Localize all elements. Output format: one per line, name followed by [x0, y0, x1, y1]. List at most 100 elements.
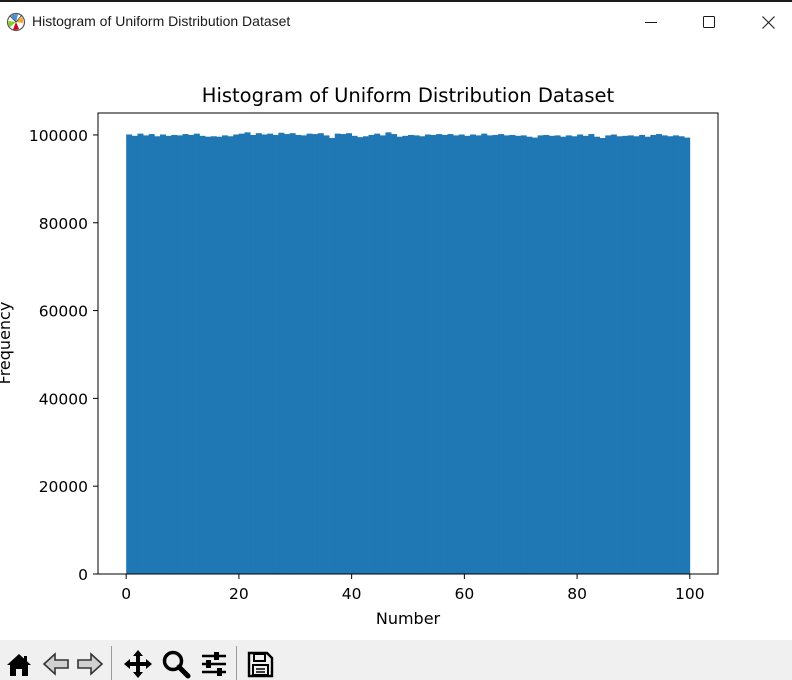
- histogram-bar: [577, 134, 584, 574]
- histogram-bar: [554, 135, 561, 574]
- histogram-bar: [317, 133, 324, 574]
- histogram-bar: [486, 135, 493, 574]
- histogram-bar: [453, 135, 460, 574]
- histogram-bar: [379, 135, 386, 574]
- histogram-bar: [560, 136, 567, 574]
- minimize-icon: [645, 22, 657, 23]
- histogram-bar: [571, 136, 578, 574]
- back-arrow-icon: [42, 652, 69, 676]
- figure-canvas: 0 20 40 60 80 100 0 20000 40000 60000 80000 100000…: [0, 40, 792, 640]
- pan-move-icon: [124, 650, 152, 678]
- histogram-bar: [610, 134, 617, 574]
- histogram-bar: [408, 134, 414, 574]
- histogram-bar: [396, 136, 403, 574]
- histogram-bar: [284, 134, 290, 574]
- histogram-bar: [605, 135, 612, 574]
- maximize-button[interactable]: [686, 4, 732, 40]
- zoom-button[interactable]: [159, 648, 193, 680]
- histogram-bar: [447, 134, 454, 574]
- histogram-bar: [385, 132, 392, 574]
- histogram-bar: [306, 133, 313, 574]
- histogram-bar: [329, 138, 336, 574]
- toolbar-separator: [236, 646, 237, 680]
- x-tick-label: 40: [342, 585, 362, 603]
- histogram-bar: [160, 134, 166, 574]
- y-tick-label: 60000: [39, 303, 88, 321]
- save-button[interactable]: [243, 648, 277, 680]
- x-axis-ticks: 0 20 40 60 80 100: [121, 574, 705, 603]
- minimize-button[interactable]: [628, 4, 674, 40]
- histogram-bar: [599, 138, 606, 574]
- histogram-bar: [582, 135, 589, 574]
- plot-frame: [97, 112, 719, 575]
- histogram-bar: [267, 133, 274, 574]
- histogram-bar: [667, 136, 674, 574]
- histogram-bar: [165, 135, 172, 574]
- histogram-bars: [126, 132, 691, 574]
- y-tick-label: 0: [78, 566, 88, 584]
- histogram-bar: [509, 134, 516, 574]
- configure-subplots-button[interactable]: [197, 648, 231, 680]
- window-top-border: [0, 0, 792, 2]
- window-title: Histogram of Uniform Distribution Datase…: [32, 13, 291, 29]
- x-tick-label: 80: [567, 585, 587, 603]
- histogram-bar: [616, 136, 623, 574]
- histogram-bar: [492, 134, 499, 574]
- x-axis-label: Number: [376, 609, 441, 628]
- histogram-bar: [182, 134, 189, 574]
- home-icon: [7, 654, 31, 676]
- close-button[interactable]: [745, 4, 791, 40]
- histogram-bar: [227, 136, 234, 574]
- back-button[interactable]: [40, 648, 72, 680]
- histogram-bar: [430, 134, 437, 574]
- pan-button[interactable]: [121, 648, 155, 680]
- histogram-bar: [255, 133, 262, 574]
- histogram-bar: [419, 136, 426, 574]
- histogram-bar: [137, 133, 144, 574]
- histogram-bar: [323, 135, 330, 574]
- histogram-bar: [684, 137, 691, 574]
- histogram-bar: [520, 135, 527, 574]
- histogram-bar: [346, 133, 352, 574]
- histogram-bar: [300, 135, 307, 574]
- y-axis-label: Frequency: [0, 302, 14, 385]
- histogram-bar: [216, 136, 223, 574]
- histogram-bar: [278, 132, 285, 574]
- histogram-bar: [199, 135, 206, 574]
- histogram-bar: [672, 135, 679, 574]
- histogram-bar: [193, 133, 200, 574]
- close-icon: [761, 15, 775, 29]
- y-tick-label: 80000: [39, 215, 88, 233]
- forward-arrow-icon: [77, 652, 104, 676]
- histogram-bar: [368, 134, 375, 574]
- histogram-bar: [644, 136, 651, 574]
- histogram-bar: [413, 135, 420, 574]
- histogram-bar: [131, 135, 138, 574]
- histogram-bar: [362, 136, 369, 574]
- chart-title: Histogram of Uniform Distribution Datase…: [202, 84, 615, 107]
- y-axis-ticks: 0 20000 40000 60000 80000 100000: [29, 127, 98, 584]
- histogram-bar: [481, 133, 488, 574]
- matplotlib-logo-icon: [6, 12, 26, 32]
- y-tick-label: 40000: [39, 390, 88, 408]
- histogram-bar: [244, 132, 251, 574]
- home-button[interactable]: [4, 648, 34, 680]
- navigation-toolbar: [0, 640, 792, 680]
- histogram-bar: [532, 137, 538, 574]
- histogram-bar: [148, 134, 155, 574]
- histogram-bar: [210, 136, 217, 574]
- x-tick-label: 60: [454, 585, 474, 603]
- histogram-bar: [238, 133, 245, 574]
- forward-button[interactable]: [74, 648, 106, 680]
- histogram-bar: [650, 134, 657, 574]
- histogram-bar: [312, 134, 319, 574]
- histogram-bar: [402, 135, 409, 574]
- histogram-bar: [143, 135, 150, 574]
- histogram-bar: [295, 134, 302, 574]
- histogram-bar: [458, 134, 465, 574]
- histogram-bar: [464, 135, 471, 574]
- histogram-bar: [351, 135, 358, 574]
- histogram-bar: [233, 134, 240, 574]
- histogram-bar: [436, 134, 443, 574]
- zoom-magnifier-icon: [162, 650, 191, 679]
